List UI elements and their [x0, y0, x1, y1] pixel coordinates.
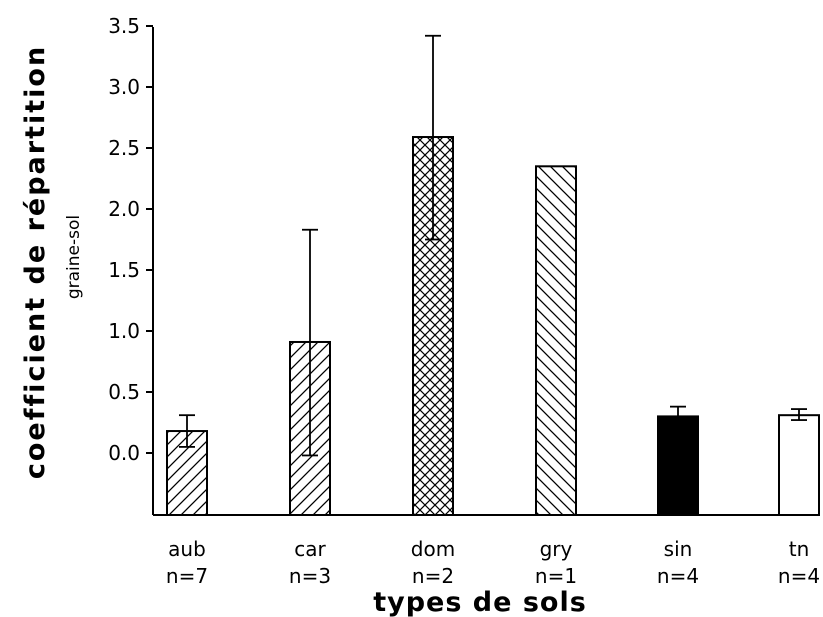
bar-dom: [412, 136, 454, 517]
x-category-label: gry: [540, 537, 573, 561]
x-sample-size-label: n=4: [778, 564, 820, 588]
axes: [152, 27, 806, 516]
x-axis-title: types de sols: [373, 587, 587, 617]
y-tick-label: 1.0: [108, 319, 140, 343]
x-category-label: dom: [411, 537, 455, 561]
y-ticks: 0.0 0.5 1.0 1.5 2.0 2.5 3.0 3.5: [108, 14, 153, 465]
x-sample-size-label: n=4: [657, 564, 699, 588]
y-tick-label: 2.0: [108, 197, 140, 221]
x-category-label: sin: [664, 537, 693, 561]
x-category-label: car: [294, 537, 326, 561]
y-axis-subtitle: graine-sol: [64, 215, 84, 299]
x-category-label: aub: [168, 537, 206, 561]
y-tick-label: 3.0: [108, 75, 140, 99]
x-category-label: tn: [789, 537, 810, 561]
y-tick-label: 2.5: [108, 136, 140, 160]
x-sample-size-label: n=3: [289, 564, 331, 588]
x-sample-size-label: n=7: [166, 564, 208, 588]
x-sample-size-label: n=1: [535, 564, 577, 588]
y-tick-label: 0.5: [108, 380, 140, 404]
bar-sin: [657, 415, 699, 516]
y-tick-label: 3.5: [108, 14, 140, 38]
error-bars: [179, 34, 807, 457]
bar-tn: [778, 414, 820, 516]
x-sample-size-label: n=2: [412, 564, 454, 588]
x-labels: aub n=7 car n=3 dom n=2 gry n=1 sin n=4 tn n=4: [166, 537, 820, 588]
y-tick-label: 0.0: [108, 441, 140, 465]
bar-gry: [535, 165, 577, 517]
y-tick-label: 1.5: [108, 258, 140, 282]
y-axis-title: coefficient de répartition: [20, 45, 51, 479]
bars: [166, 136, 820, 517]
